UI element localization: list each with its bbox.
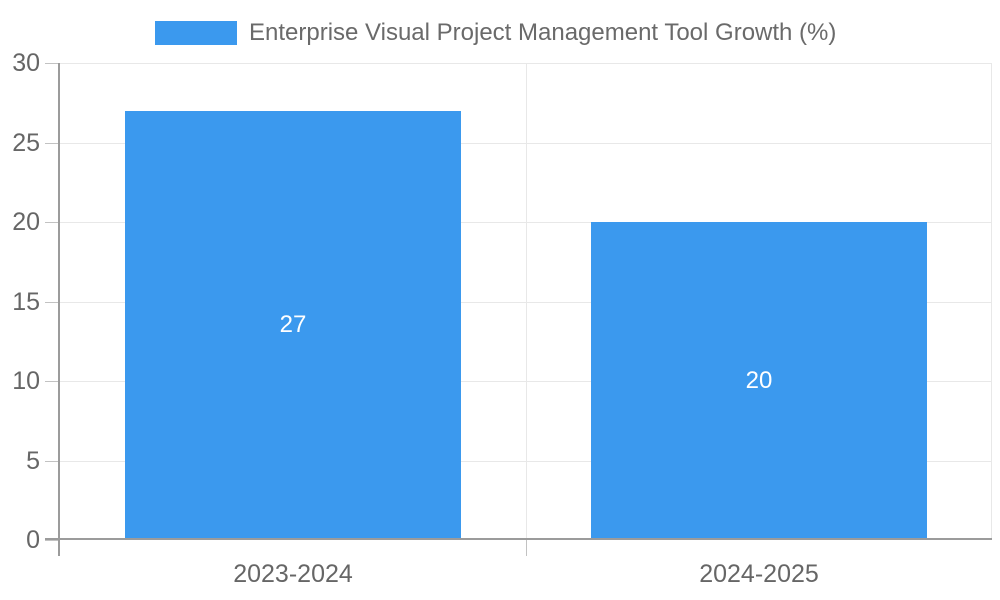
y-tick-label: 5 <box>26 447 40 475</box>
chart-title: Enterprise Visual Project Management Too… <box>249 19 837 46</box>
y-axis-tick <box>45 63 59 64</box>
x-tick-label: 2024-2025 <box>699 560 819 588</box>
y-axis-tick <box>45 540 59 541</box>
y-axis-tick <box>45 302 59 303</box>
plot-right-border <box>991 63 992 540</box>
y-axis-tick <box>45 222 59 223</box>
x-axis-tick <box>526 540 527 556</box>
y-axis-tick <box>45 381 59 382</box>
y-tick-label: 0 <box>26 526 40 554</box>
y-axis-line <box>58 63 60 556</box>
x-axis-line <box>45 538 992 540</box>
bar-value-label: 20 <box>745 367 773 394</box>
legend: Enterprise Visual Project Management Too… <box>155 21 836 45</box>
y-axis-tick <box>45 143 59 144</box>
y-tick-label: 10 <box>12 367 40 395</box>
legend-swatch <box>155 21 237 45</box>
x-tick-label: 2023-2024 <box>233 560 353 588</box>
y-tick-label: 15 <box>12 288 40 316</box>
y-axis-tick <box>45 461 59 462</box>
y-tick-label: 25 <box>12 129 40 157</box>
y-tick-label: 30 <box>12 49 40 77</box>
category-divider <box>526 63 527 540</box>
bar <box>591 222 927 538</box>
bar-value-label: 27 <box>279 311 307 338</box>
bar <box>125 111 461 538</box>
y-tick-label: 20 <box>12 208 40 236</box>
